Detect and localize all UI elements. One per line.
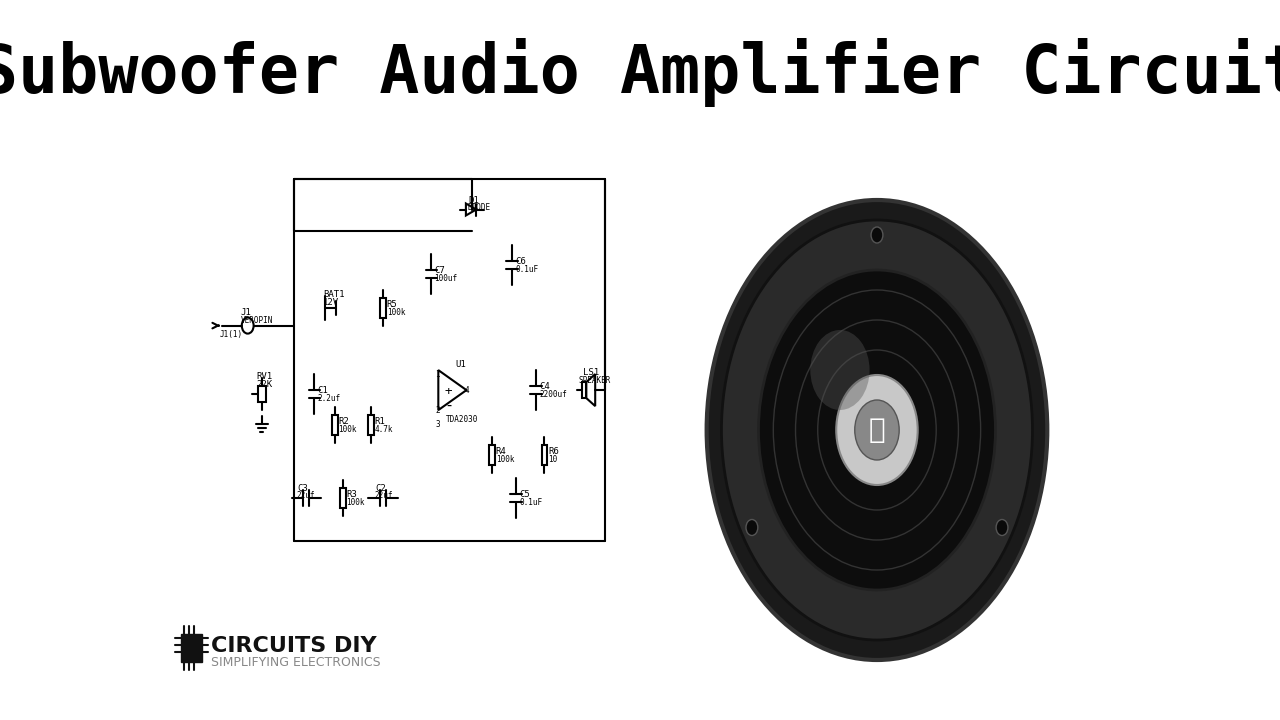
Text: CIRCUITS DIY: CIRCUITS DIY: [211, 636, 376, 656]
Text: BAT1: BAT1: [323, 290, 344, 300]
Text: 12V: 12V: [323, 298, 339, 307]
Circle shape: [707, 200, 1047, 660]
Bar: [380, 298, 387, 318]
Text: RV1: RV1: [256, 372, 273, 382]
Text: C6: C6: [515, 258, 526, 266]
Text: 100k: 100k: [338, 425, 357, 433]
Text: C2: C2: [375, 484, 387, 492]
Text: C7: C7: [434, 266, 445, 275]
Text: D1: D1: [468, 196, 480, 204]
Text: 🎵: 🎵: [869, 416, 886, 444]
Text: 2.2uf: 2.2uf: [317, 395, 340, 403]
Text: 2: 2: [435, 406, 440, 415]
Text: 100uf: 100uf: [434, 274, 457, 283]
Text: 1: 1: [435, 370, 440, 379]
Text: 100k: 100k: [495, 454, 515, 464]
Bar: [582, 382, 586, 398]
Text: SIMPLIFYING ELECTRONICS: SIMPLIFYING ELECTRONICS: [211, 655, 381, 668]
Circle shape: [855, 400, 899, 460]
Text: LS1: LS1: [584, 368, 599, 377]
Text: TDA2030: TDA2030: [445, 415, 479, 424]
Circle shape: [836, 375, 918, 485]
Circle shape: [996, 520, 1007, 536]
Circle shape: [759, 270, 996, 590]
Text: 22K: 22K: [256, 380, 273, 390]
Bar: [332, 415, 338, 434]
Bar: [339, 487, 346, 508]
Text: C1: C1: [317, 387, 328, 395]
Circle shape: [722, 220, 1033, 640]
Text: R6: R6: [548, 446, 559, 456]
Text: 2200uf: 2200uf: [539, 390, 567, 399]
Text: 22uf: 22uf: [374, 490, 393, 500]
Text: R2: R2: [338, 416, 349, 426]
Bar: [541, 445, 548, 464]
Bar: [367, 415, 374, 434]
Text: 0.1uF: 0.1uF: [515, 266, 539, 274]
Circle shape: [810, 330, 869, 410]
Text: J1(1): J1(1): [220, 330, 243, 338]
Text: -: -: [444, 398, 453, 413]
Bar: [489, 445, 495, 464]
Text: SPEAKER: SPEAKER: [579, 376, 612, 385]
Text: 3: 3: [435, 420, 440, 429]
Text: C4: C4: [539, 382, 550, 391]
Text: VEROPIN: VEROPIN: [241, 315, 273, 325]
Text: U1: U1: [456, 360, 466, 369]
Text: 100k: 100k: [387, 308, 406, 318]
Text: +: +: [444, 385, 452, 398]
Circle shape: [746, 520, 758, 536]
Text: 22uf: 22uf: [296, 490, 315, 500]
Bar: [180, 634, 202, 662]
Text: 0.1uF: 0.1uF: [520, 498, 543, 507]
Text: R1: R1: [375, 416, 385, 426]
Text: R5: R5: [387, 300, 398, 310]
Text: C3: C3: [297, 484, 308, 492]
Text: J1: J1: [241, 307, 251, 317]
Text: 4.7k: 4.7k: [375, 425, 393, 433]
Text: 100k: 100k: [347, 498, 365, 507]
Text: 4: 4: [465, 386, 470, 395]
Circle shape: [872, 227, 883, 243]
Text: Subwoofer Audio Amplifier Circuit: Subwoofer Audio Amplifier Circuit: [0, 37, 1280, 107]
Text: C5: C5: [520, 490, 530, 499]
Bar: [257, 387, 266, 402]
Text: R3: R3: [347, 490, 357, 499]
Text: DIODE: DIODE: [467, 202, 490, 212]
Text: 10: 10: [548, 454, 557, 464]
Text: R4: R4: [495, 446, 507, 456]
